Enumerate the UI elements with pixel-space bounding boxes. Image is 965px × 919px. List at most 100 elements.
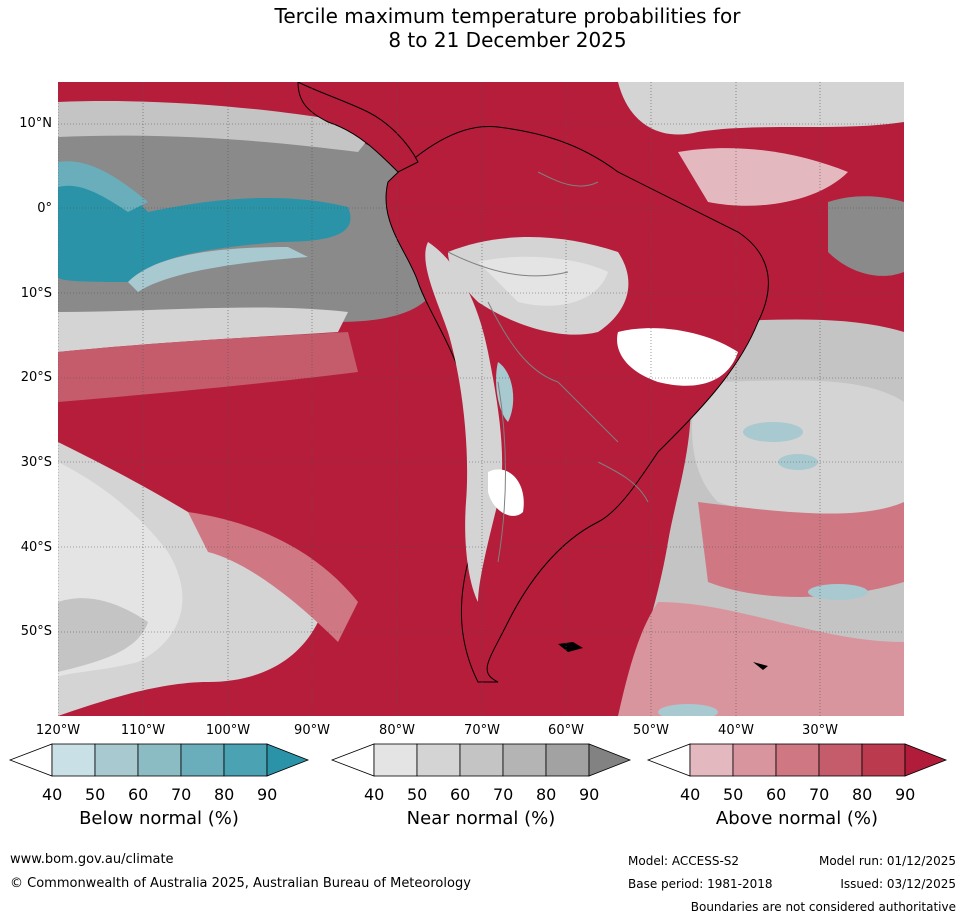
lon-label-110w: 110°W (120, 723, 166, 738)
legend-near-swatch-80 (545, 743, 590, 777)
lon-label-100w: 100°W (205, 723, 251, 738)
legend-below-tick-60: 60 (128, 785, 149, 804)
footer-base-period: Base period: 1981-2018 (628, 877, 773, 891)
atlantic-teal-patch-2 (778, 454, 818, 470)
legend-above-swatch-90 (904, 743, 948, 777)
legend-below-swatch-lt40 (8, 743, 53, 777)
footer-model-run: Model run: 01/12/2025 (818, 854, 956, 868)
legend-near-tick-90: 90 (579, 785, 600, 804)
legend-near-swatch-50 (416, 743, 461, 777)
legend-near-caption: Near normal (%) (406, 808, 556, 829)
graticule (58, 82, 904, 716)
legend-above-tick-70: 70 (809, 785, 830, 804)
legend-above-swatch-40 (689, 743, 734, 777)
pacific-below-normal (58, 166, 351, 282)
legend-below-swatch-50 (94, 743, 139, 777)
lon-label-60w: 60°W (548, 723, 584, 738)
title-line-2: 8 to 21 December 2025 (388, 28, 627, 52)
footer-website[interactable]: www.bom.gov.au/climate (10, 852, 174, 867)
lon-label-120w: 120°W (35, 723, 81, 738)
lon-label-90w: 90°W (294, 723, 330, 738)
atlantic-pink-band (698, 502, 904, 597)
lat-label-0: 0° (37, 201, 52, 216)
title-line-1: Tercile maximum temperature probabilitie… (274, 4, 741, 28)
legend-below-swatch-90 (266, 743, 310, 777)
map-svg (58, 82, 904, 716)
se-pacific-grey-patch (58, 598, 148, 672)
footer-disclaimer: Boundaries are not considered authoritat… (690, 900, 956, 914)
andes-grey (425, 242, 503, 602)
legend-near-tick-60: 60 (450, 785, 471, 804)
legend-above-normal-bar (646, 743, 948, 777)
legend-below-caption: Below normal (%) (79, 808, 239, 829)
legend-above-swatch-50 (732, 743, 777, 777)
atlantic-pink-north (678, 148, 848, 206)
atlantic-grey-dark (828, 196, 904, 276)
legend-below-tick-90: 90 (257, 785, 278, 804)
footer-issued: Issued: 03/12/2025 (840, 877, 956, 891)
pacific-pink-patch (188, 512, 358, 642)
lat-label-40s: 40°S (20, 540, 52, 555)
amazon-light-grey (478, 256, 608, 306)
legend-above-swatch-70 (818, 743, 863, 777)
atlantic-teal-patch-4 (808, 584, 868, 600)
legend-near-swatch-70 (502, 743, 547, 777)
atlantic-teal-patch-1 (743, 422, 803, 442)
legend-above-swatch-lt40 (646, 743, 691, 777)
footer-model: Model: ACCESS-S2 (628, 854, 740, 868)
lon-label-70w: 70°W (464, 723, 500, 738)
atlantic-north-grey (618, 82, 904, 135)
lon-label-50w: 50°W (633, 723, 669, 738)
footer-copyright: © Commonwealth of Australia 2025, Austra… (10, 876, 471, 891)
altiplano-teal (496, 362, 514, 422)
legend-below-swatch-60 (137, 743, 182, 777)
legend-near-tick-80: 80 (536, 785, 557, 804)
legend-below-tick-40: 40 (42, 785, 63, 804)
pacific-teal-edge-south (128, 247, 308, 292)
pacific-pink-band (58, 332, 358, 402)
legend-near-tick-70: 70 (493, 785, 514, 804)
lat-label-10s: 10°S (20, 286, 52, 301)
falkland-islands (558, 642, 583, 652)
legend-near-tick-50: 50 (407, 785, 428, 804)
map-title: Tercile maximum temperature probabilitie… (0, 4, 965, 52)
pacific-light-grey (58, 101, 378, 152)
lat-label-50s: 50°S (20, 624, 52, 639)
atlantic-teal-patch-3 (658, 704, 718, 716)
legend-above-caption: Above normal (%) (715, 808, 879, 829)
legend-above-tick-50: 50 (723, 785, 744, 804)
brazil-interior-white (617, 328, 738, 386)
lat-label-20s: 20°S (20, 370, 52, 385)
lon-label-30w: 30°W (802, 723, 838, 738)
legend-near-normal-bar (330, 743, 632, 777)
pacific-light-grey-south (58, 307, 348, 352)
south-georgia (753, 662, 768, 670)
legend-below-tick-50: 50 (85, 785, 106, 804)
legend-below-swatch-40 (51, 743, 96, 777)
legend-above-tick-60: 60 (766, 785, 787, 804)
legend-above-swatch-80 (861, 743, 906, 777)
legend-below-swatch-70 (180, 743, 225, 777)
legend-below-normal-bar (8, 743, 310, 777)
probability-map (58, 82, 904, 716)
legend-below-swatch-80 (223, 743, 268, 777)
legend-below-tick-70: 70 (171, 785, 192, 804)
legend-below-tick-80: 80 (214, 785, 235, 804)
legend-above-swatch-60 (775, 743, 820, 777)
atlantic-grey-light (692, 380, 904, 517)
legend-near-swatch-90 (588, 743, 632, 777)
legend-near-tick-40: 40 (364, 785, 385, 804)
lat-label-10n: 10°N (19, 116, 52, 131)
lon-label-40w: 40°W (718, 723, 754, 738)
argentina-white (488, 469, 524, 516)
central-america-land (297, 82, 419, 173)
atlantic-pink-south (618, 602, 904, 716)
pacific-teal-edge (58, 161, 148, 212)
legend-above-tick-40: 40 (680, 785, 701, 804)
legend-near-swatch-40 (373, 743, 418, 777)
country-borders (447, 171, 649, 563)
legend-near-swatch-60 (459, 743, 504, 777)
lat-label-30s: 30°S (20, 455, 52, 470)
legend-near-swatch-lt40 (330, 743, 375, 777)
legend-above-tick-80: 80 (852, 785, 873, 804)
